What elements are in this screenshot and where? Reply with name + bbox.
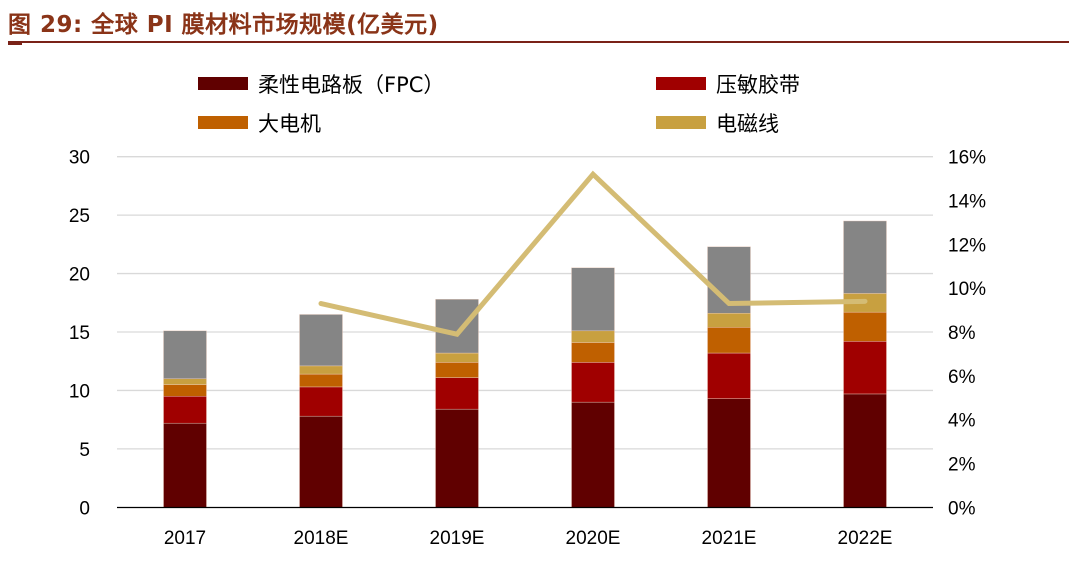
bar-segment (571, 362, 615, 403)
bar-segment (571, 267, 615, 332)
bar-segment (299, 373, 343, 388)
growth-line (318, 170, 868, 337)
bar-segment (163, 384, 207, 397)
x-tick-label: 2022E (838, 528, 893, 549)
bar-segment (571, 330, 615, 343)
bar-segment (707, 313, 751, 328)
title-rule (8, 41, 1069, 43)
legend-swatch (198, 77, 248, 90)
bar-segment (299, 415, 343, 508)
bar-segment (163, 422, 207, 508)
figure-title: 图 29: 全球 PI 膜材料市场规模(亿美元) (8, 12, 439, 38)
bar-segment (843, 311, 887, 342)
bar-segment (707, 398, 751, 508)
bar-segment (299, 365, 343, 375)
y2-tick-label: 10% (948, 279, 986, 300)
right-axis-ticks: 0% 2% 4% 6% 8% 10% 12% 14% 16% (948, 148, 986, 520)
x-tick-label: 2019E (430, 528, 485, 549)
legend-label: 柔性电路板（FPC） (258, 73, 444, 97)
bar-segment (299, 314, 343, 367)
legend-label: 大电机 (258, 112, 321, 136)
bar-segment (163, 378, 207, 385)
bar-segment (435, 377, 479, 410)
bar-segment (435, 299, 479, 354)
bar-segment (571, 401, 615, 508)
bar-segment (435, 362, 479, 378)
legend-swatch (656, 116, 706, 129)
bar-segment (843, 220, 887, 294)
bar-segment (843, 393, 887, 508)
y2-tick-label: 14% (948, 192, 986, 213)
x-tick-label: 2021E (702, 528, 757, 549)
title-rule-accent (8, 41, 22, 45)
bar-segment (299, 386, 343, 417)
y2-tick-label: 4% (948, 411, 976, 432)
y2-tick-label: 16% (948, 148, 986, 169)
y2-tick-label: 12% (948, 235, 986, 256)
gridlines (117, 156, 933, 450)
bar-segment (843, 341, 887, 395)
bar-segment (435, 352, 479, 363)
legend-label: 电磁线 (716, 112, 779, 136)
bar-segment (707, 327, 751, 354)
y-tick-label: 20 (69, 265, 90, 286)
x-axis-ticks: 2017 2018E 2019E 2020E 2021E 2022E (164, 528, 893, 549)
y-tick-label: 5 (79, 440, 90, 461)
y-tick-label: 30 (69, 148, 90, 169)
y2-tick-label: 6% (948, 367, 976, 388)
bar-segment (571, 342, 615, 363)
legend-swatch (656, 77, 706, 90)
legend-swatch (198, 116, 248, 129)
bar-segment (163, 396, 207, 424)
y2-tick-label: 0% (948, 498, 976, 519)
x-tick-label: 2017 (164, 528, 206, 549)
y-tick-label: 25 (69, 206, 90, 227)
y2-tick-label: 8% (948, 323, 976, 344)
y2-tick-label: 2% (948, 454, 976, 475)
left-axis-ticks: 0 5 10 15 20 25 30 (69, 148, 90, 520)
x-tick-label: 2018E (294, 528, 349, 549)
x-tick-label: 2020E (566, 528, 621, 549)
y-tick-label: 10 (69, 381, 90, 402)
bar-segment (707, 352, 751, 399)
y-tick-label: 0 (79, 498, 90, 519)
y-tick-label: 15 (69, 323, 90, 344)
bars (163, 220, 887, 508)
bar-segment (435, 408, 479, 508)
legend-label: 压敏胶带 (716, 73, 800, 97)
bar-segment (163, 330, 207, 379)
